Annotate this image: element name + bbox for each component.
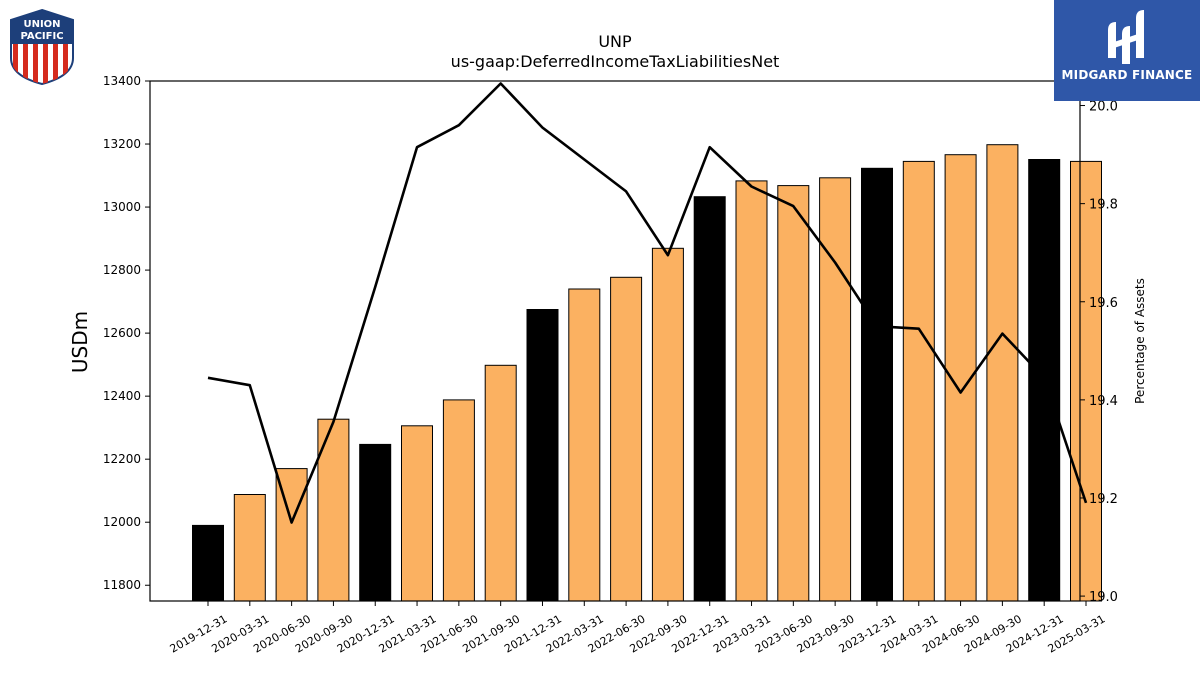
bar-2021-09-30 [484, 364, 517, 602]
y-tick-label: 13200 [103, 137, 141, 151]
bar-2022-06-30 [610, 276, 643, 602]
union-pacific-logo: UNION PACIFIC [7, 8, 77, 86]
y2-tick-label: 19.8 [1089, 198, 1118, 213]
bar-2023-12-31 [861, 167, 893, 602]
midgard-mark-icon [1108, 10, 1144, 64]
y2-tick-label: 20.0 [1089, 100, 1118, 115]
y2-tick-label: 19.0 [1089, 590, 1118, 605]
axes [149, 80, 1081, 602]
bar-2019-12-31 [192, 524, 224, 602]
y-tick-label: 13000 [103, 200, 141, 214]
x-axis-ticks: 2019-12-312020-03-312020-06-302020-09-30… [168, 601, 1108, 656]
plot-frame [149, 80, 1081, 602]
bar-2023-06-30 [777, 185, 810, 602]
y2-tick-label: 19.2 [1089, 492, 1118, 507]
bar-2023-03-31 [735, 180, 768, 602]
y-tick-label: 11800 [103, 578, 141, 592]
bar-2022-09-30 [651, 247, 684, 602]
chart-subtitle: us-gaap:DeferredIncomeTaxLiabilitiesNet [450, 52, 780, 71]
bar-2022-12-31 [693, 196, 726, 602]
svg-text:PACIFIC: PACIFIC [20, 31, 63, 42]
bar-2024-09-30 [986, 144, 1019, 602]
bar-2022-03-31 [568, 288, 601, 602]
bar-2021-03-31 [401, 425, 433, 602]
midgard-finance-wordmark: MIDGARD FINANCE [1061, 68, 1193, 82]
bar-2023-09-30 [819, 177, 852, 602]
line-series [207, 82, 1088, 524]
bar-series [192, 144, 1102, 602]
y-tick-label: 12400 [103, 389, 141, 403]
bar-2020-12-31 [359, 443, 392, 602]
y-tick-label: 12200 [103, 452, 141, 466]
y-tick-label: 12000 [103, 515, 141, 529]
y-tick-label: 12600 [103, 326, 141, 340]
bar-2021-12-31 [526, 309, 559, 602]
y-tick-label: 12800 [103, 263, 141, 277]
left-axis-ticks: 11800 12000 12200 12400 12600 12800 13000 13200… [103, 74, 150, 592]
bar-2020-03-31 [233, 494, 266, 602]
midgard-finance-logo: MIDGARD FINANCE [1054, 0, 1200, 101]
svg-text:UNION: UNION [23, 19, 60, 30]
y-axis-label: USDm [68, 311, 92, 373]
y2-tick-label: 19.4 [1089, 394, 1118, 409]
chart-title: UNP [598, 32, 632, 51]
percentage-of-assets-line [207, 82, 1088, 524]
bar-2021-06-30 [442, 399, 475, 602]
y2-axis-label: Percentage of Assets [1133, 278, 1147, 404]
y2-tick-label: 19.6 [1089, 296, 1118, 311]
right-axis-ticks: 19.0 19.2 19.4 19.6 19.8 20.0 [1080, 100, 1118, 605]
y-tick-label: 13400 [103, 74, 141, 88]
bar-2024-03-31 [902, 160, 935, 602]
bar-2025-03-31 [1070, 160, 1102, 602]
